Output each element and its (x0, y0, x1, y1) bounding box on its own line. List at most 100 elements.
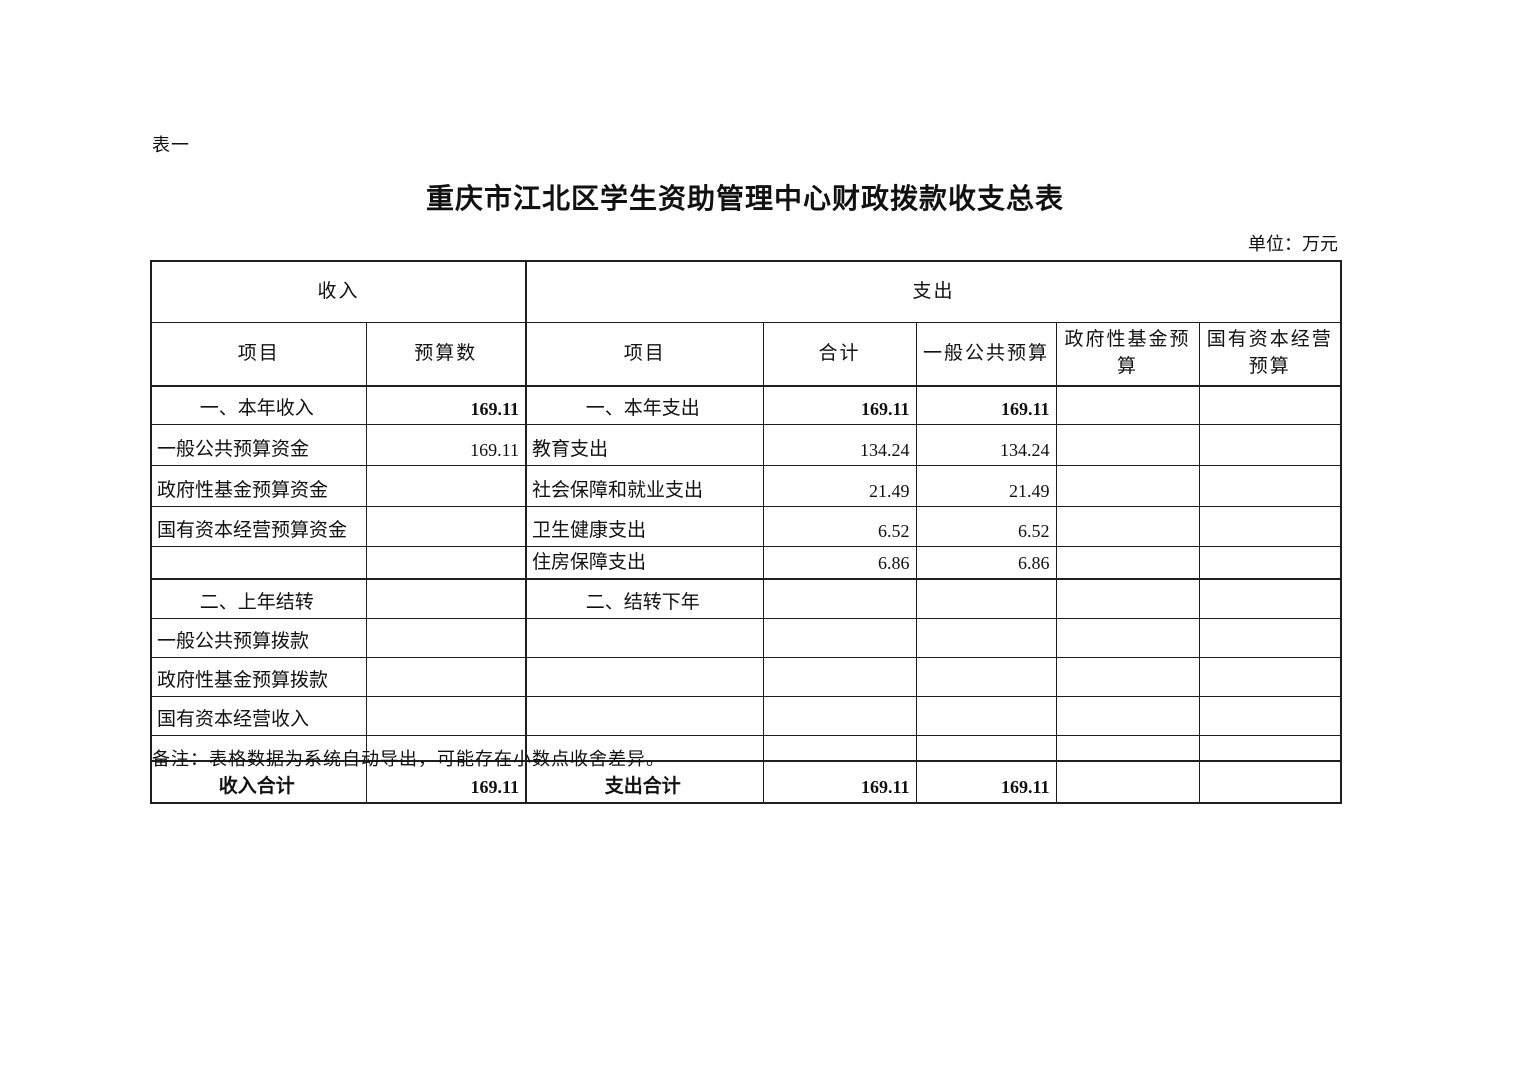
cell-state-capital-budget (1198, 385, 1342, 425)
col-header-total: 合计 (762, 322, 917, 387)
cell-income-budget (365, 546, 528, 580)
table-tag: 表一 (152, 135, 190, 155)
cell-expense-total (762, 618, 917, 658)
col-header-income-budget: 预算数 (365, 322, 528, 387)
page-title: 重庆市江北区学生资助管理中心财政拨款收支总表 (425, 184, 1064, 215)
cell-gov-fund-budget (1055, 546, 1200, 580)
cell-expense-item: 教育支出 (525, 424, 764, 466)
table-row: 住房保障支出 6.86 6.86 (150, 546, 1342, 580)
cell-expense-total (762, 735, 917, 762)
cell-income-item: 国有资本经营收入 (150, 696, 367, 736)
table-row: 国有资本经营收入 (150, 696, 1342, 736)
cell-state-capital-budget (1198, 735, 1342, 762)
unit-label: 单位：万元 (1248, 234, 1338, 254)
cell-income-item: 一般公共预算拨款 (150, 618, 367, 658)
cell-general-public-budget: 134.24 (915, 424, 1057, 466)
cell-state-capital-budget (1198, 424, 1342, 466)
cell-income-budget (365, 578, 528, 619)
col-header-state-capital-budget: 国有资本经营预算 (1198, 322, 1342, 387)
cell-general-public-budget: 6.52 (915, 506, 1057, 547)
cell-income-item (150, 546, 367, 580)
col-header-general-public-budget: 一般公共预算 (915, 322, 1057, 387)
cell-state-capital-budget (1198, 578, 1342, 619)
cell-general-public-budget (915, 618, 1057, 658)
cell-general-public-budget: 6.86 (915, 546, 1057, 580)
cell-income-budget (365, 618, 528, 658)
cell-general-public-budget: 169.11 (915, 760, 1057, 804)
cell-general-public-budget: 21.49 (915, 465, 1057, 507)
cell-gov-fund-budget (1055, 385, 1200, 425)
cell-gov-fund-budget (1055, 465, 1200, 507)
table-row: 收入合计 169.11 支出合计 169.11 169.11 (150, 760, 1342, 804)
cell-gov-fund-budget (1055, 506, 1200, 547)
cell-expense-item (525, 657, 764, 697)
cell-gov-fund-budget (1055, 657, 1200, 697)
cell-expense-item: 支出合计 (525, 760, 764, 804)
cell-income-item: 收入合计 (150, 760, 367, 804)
cell-expense-total (762, 578, 917, 619)
cell-income-budget (365, 506, 528, 547)
cell-expense-item: 一、本年支出 (525, 385, 764, 425)
table-body: 一、本年收入 169.11 一、本年支出 169.11 169.11 一般公共预算资金 16… (150, 385, 1342, 804)
cell-income-budget: 169.11 (365, 760, 528, 804)
cell-expense-item: 住房保障支出 (525, 546, 764, 580)
cell-expense-item: 社会保障和就业支出 (525, 465, 764, 507)
cell-general-public-budget (915, 735, 1057, 762)
cell-expense-item (525, 735, 764, 762)
table-row: 二、上年结转 二、结转下年 (150, 578, 1342, 619)
cell-income-item: 政府性基金预算拨款 (150, 657, 367, 697)
cell-general-public-budget (915, 657, 1057, 697)
cell-income-item: 二、上年结转 (150, 578, 367, 619)
cell-state-capital-budget (1198, 760, 1342, 804)
cell-state-capital-budget (1198, 546, 1342, 580)
cell-gov-fund-budget (1055, 578, 1200, 619)
table-row: 政府性基金预算拨款 (150, 657, 1342, 697)
table-header: 收入 支出 项目 预算数 项目 合计 一般公共预算 政府性基金预算 国有资本经营… (150, 260, 1342, 387)
cell-income-budget (365, 465, 528, 507)
col-header-income-item: 项目 (150, 322, 367, 387)
cell-income-item: 一般公共预算资金 (150, 424, 367, 466)
cell-expense-item (525, 696, 764, 736)
cell-gov-fund-budget (1055, 696, 1200, 736)
table-row: 政府性基金预算资金 社会保障和就业支出 21.49 21.49 (150, 465, 1342, 507)
cell-income-item: 政府性基金预算资金 (150, 465, 367, 507)
cell-gov-fund-budget (1055, 424, 1200, 466)
cell-income-budget (365, 696, 528, 736)
income-group-header: 收入 (150, 260, 528, 323)
cell-expense-total: 6.52 (762, 506, 917, 547)
budget-table: 收入 支出 项目 预算数 项目 合计 一般公共预算 政府性基金预算 国有资本经营… (150, 260, 1343, 804)
cell-expense-total: 6.86 (762, 546, 917, 580)
cell-state-capital-budget (1198, 696, 1342, 736)
cell-income-budget: 169.11 (365, 424, 528, 466)
expense-group-header: 支出 (525, 260, 1342, 323)
cell-expense-item (525, 618, 764, 658)
cell-expense-total: 134.24 (762, 424, 917, 466)
cell-state-capital-budget (1198, 465, 1342, 507)
cell-state-capital-budget (1198, 506, 1342, 547)
cell-gov-fund-budget (1055, 760, 1200, 804)
cell-general-public-budget (915, 578, 1057, 619)
table-row: 一般公共预算资金 169.11 教育支出 134.24 134.24 (150, 424, 1342, 466)
col-header-gov-fund-budget: 政府性基金预算 (1055, 322, 1200, 387)
cell-expense-total: 169.11 (762, 760, 917, 804)
cell-income-budget: 169.11 (365, 385, 528, 425)
cell-expense-total: 169.11 (762, 385, 917, 425)
table-row: 一、本年收入 169.11 一、本年支出 169.11 169.11 (150, 385, 1342, 425)
cell-expense-item: 二、结转下年 (525, 578, 764, 619)
cell-general-public-budget: 169.11 (915, 385, 1057, 425)
cell-general-public-budget (915, 696, 1057, 736)
cell-state-capital-budget (1198, 618, 1342, 658)
cell-income-budget (365, 657, 528, 697)
table-row: 国有资本经营预算资金 卫生健康支出 6.52 6.52 (150, 506, 1342, 547)
cell-expense-total (762, 696, 917, 736)
col-header-expense-item: 项目 (525, 322, 764, 387)
cell-income-item: 国有资本经营预算资金 (150, 506, 367, 547)
column-header-row: 项目 预算数 项目 合计 一般公共预算 政府性基金预算 国有资本经营预算 (150, 322, 1342, 387)
cell-expense-total: 21.49 (762, 465, 917, 507)
cell-expense-item: 卫生健康支出 (525, 506, 764, 547)
table-row: 一般公共预算拨款 (150, 618, 1342, 658)
group-header-row: 收入 支出 (150, 260, 1342, 323)
note: 备注：表格数据为系统自动导出，可能存在小数点收舍差异。 (152, 749, 665, 769)
cell-gov-fund-budget (1055, 735, 1200, 762)
cell-income-item: 一、本年收入 (150, 385, 367, 425)
